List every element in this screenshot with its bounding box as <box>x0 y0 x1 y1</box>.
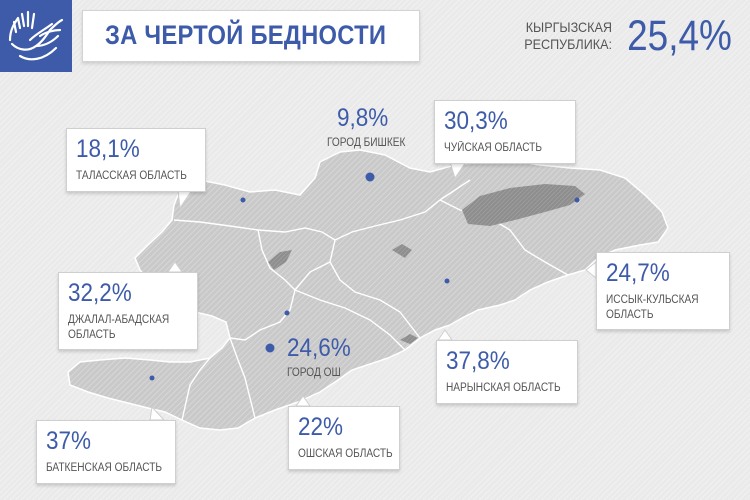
logo <box>0 0 72 72</box>
chui-value: 30,3% <box>444 107 508 135</box>
region-borders <box>173 179 569 421</box>
callout-bishkek: 9,8% ГОРОД БИШКЕК <box>327 104 416 149</box>
batken-marker <box>149 375 155 381</box>
naryn-value: 37,8% <box>446 347 510 375</box>
naryn-name: НАРЫНСКАЯ ОБЛАСТЬ <box>446 382 561 394</box>
osh-city-marker <box>265 343 275 353</box>
callout-naryn: 37,8% НАРЫНСКАЯ ОБЛАСТЬ <box>436 340 578 404</box>
callout-osh: 22% ОШСКАЯ ОБЛАСТЬ <box>288 406 400 470</box>
bishkek-name: ГОРОД БИШКЕК <box>327 137 406 149</box>
hands-icon <box>8 10 64 61</box>
callout-chui: 30,3% ЧУЙСКАЯ ОБЛАСТЬ <box>434 100 576 164</box>
country-label: КЫРГЫЗСКАЯ РЕСПУБЛИКА: <box>524 19 612 52</box>
region-markers <box>149 172 580 381</box>
batken-value: 37% <box>46 427 92 455</box>
issyk-kul-lake <box>462 184 585 226</box>
naryn-marker <box>444 278 450 284</box>
osh-city-name: ГОРОД ОШ <box>287 367 341 379</box>
jalal-abad-name-line-1: ДЖАЛАЛ-АБАДСКАЯ <box>68 314 170 326</box>
country-value: 25,4% <box>627 12 732 60</box>
callout-jalal-abad: 32,2% ДЖАЛАЛ-АБАДСКАЯ ОБЛАСТЬ <box>58 272 198 350</box>
callout-osh-city: 24,6% ГОРОД ОШ <box>287 334 358 379</box>
chui-name: ЧУЙСКАЯ ОБЛАСТЬ <box>444 142 543 154</box>
song-kul-lake <box>392 244 412 258</box>
issyk-kul-name: ИССЫК-КУЛЬСКАЯ ОБЛАСТЬ <box>606 293 699 323</box>
jalal-abad-name: ДЖАЛАЛ-АБАДСКАЯ ОБЛАСТЬ <box>68 313 169 343</box>
callout-issyk-kul: 24,7% ИССЫК-КУЛЬСКАЯ ОБЛАСТЬ <box>596 252 730 330</box>
issyk-kul-value: 24,7% <box>606 259 670 287</box>
bishkek-value: 9,8% <box>337 104 389 132</box>
toktogul-reservoir <box>268 250 292 270</box>
title-box: ЗА ЧЕРТОЙ БЕДНОСТИ <box>82 10 420 62</box>
osh-value: 22% <box>298 413 344 441</box>
issyk-kul-name-line-2: ОБЛАСТЬ <box>606 309 654 321</box>
callout-batken: 37% БАТКЕНСКАЯ ОБЛАСТЬ <box>36 420 176 484</box>
osh-city-value: 24,6% <box>287 334 351 362</box>
batken-name: БАТКЕНСКАЯ ОБЛАСТЬ <box>46 462 163 474</box>
bishkek-marker <box>365 172 375 182</box>
jalal-abad-name-line-2: ОБЛАСТЬ <box>68 329 116 341</box>
chatyr-kul-lake <box>400 334 418 344</box>
jalal-abad-marker <box>284 310 290 316</box>
talas-marker <box>240 197 246 203</box>
page-title: ЗА ЧЕРТОЙ БЕДНОСТИ <box>105 20 387 50</box>
issyk-kul-name-line-1: ИССЫК-КУЛЬСКАЯ <box>606 294 699 306</box>
callout-pointers <box>149 161 597 421</box>
talas-name: ТАЛАССКАЯ ОБЛАСТЬ <box>76 170 187 182</box>
callout-talas: 18,1% ТАЛАССКАЯ ОБЛАСТЬ <box>66 128 206 192</box>
talas-value: 18,1% <box>76 135 140 163</box>
osh-name: ОШСКАЯ ОБЛАСТЬ <box>298 448 393 460</box>
jalal-abad-value: 32,2% <box>68 279 132 307</box>
country-stat: КЫРГЫЗСКАЯ РЕСПУБЛИКА: 25,4% <box>472 12 732 60</box>
issyk-kul-marker <box>574 197 580 203</box>
